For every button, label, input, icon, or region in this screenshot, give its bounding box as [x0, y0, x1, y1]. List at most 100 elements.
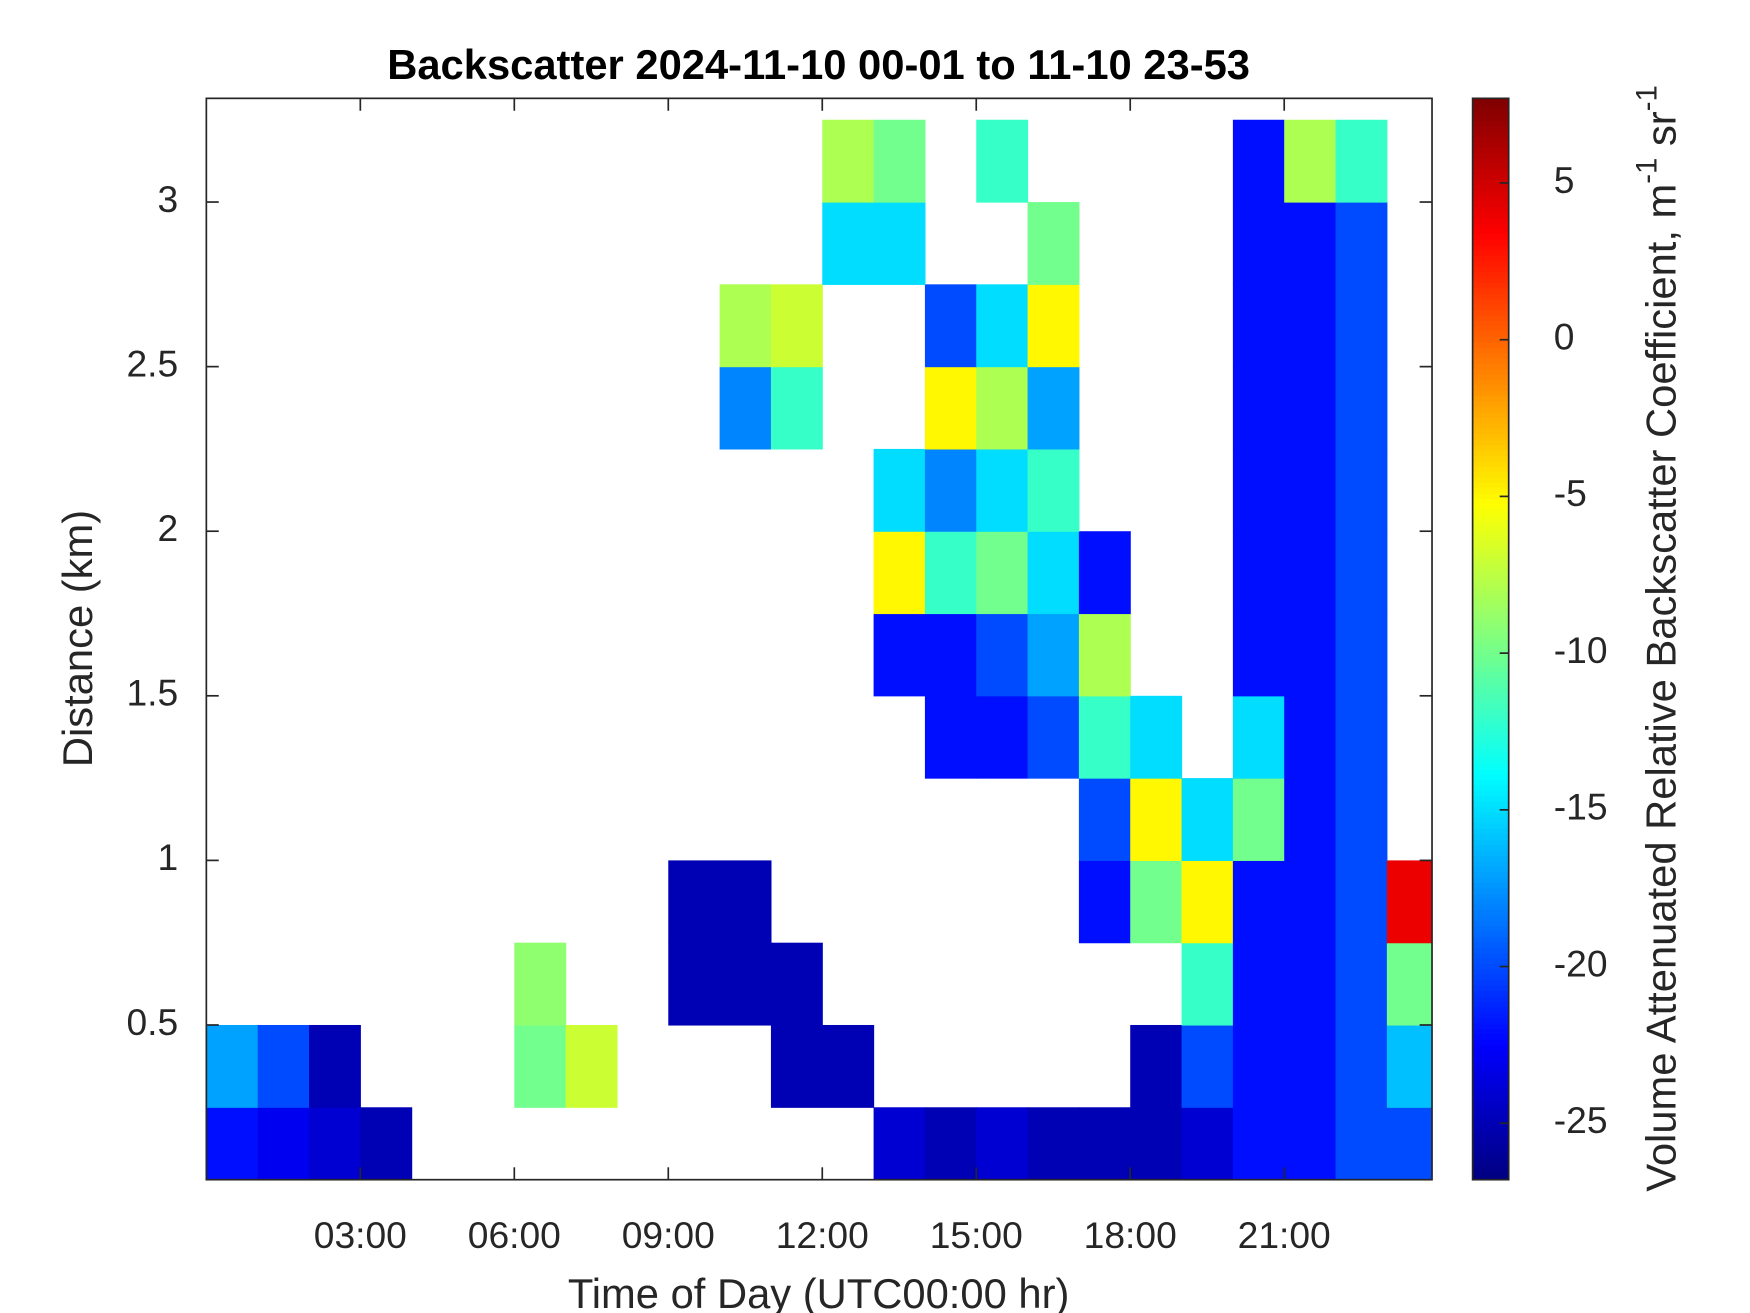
colorbar-swatch [1472, 611, 1509, 619]
colorbar-swatch [1472, 655, 1509, 662]
heatmap-cell [924, 448, 977, 532]
heatmap-cell [924, 366, 977, 450]
heatmap-cell [1386, 860, 1433, 944]
heatmap-cell [770, 366, 823, 450]
colorbar-swatch [1472, 947, 1509, 954]
heatmap-cell [976, 448, 1029, 532]
colorbar-swatch [1472, 390, 1509, 397]
colorbar-swatch [1472, 493, 1509, 500]
colorbar-label: Volume Attenuated Relative Backscatter C… [1630, 85, 1684, 1191]
colorbar-swatch [1472, 590, 1509, 597]
colorbar-swatch [1472, 233, 1509, 240]
colorbar-swatch [1472, 866, 1509, 873]
colorbar-swatch [1472, 979, 1509, 986]
colorbar-swatch [1472, 898, 1509, 905]
heatmap-cell [924, 284, 977, 368]
colorbar-swatch [1472, 812, 1509, 819]
colorbar-swatch [1472, 595, 1509, 602]
colorbar-swatch [1472, 292, 1509, 300]
colorbar-swatch [1472, 952, 1509, 959]
heatmap-cell [1027, 531, 1080, 615]
heatmap-cell [1335, 202, 1388, 285]
heatmap-cell [1335, 284, 1388, 368]
heatmap-cell [1386, 1107, 1433, 1180]
heatmap-cell [770, 284, 823, 368]
heatmap-cell [1232, 119, 1285, 203]
heatmap-cell [308, 1024, 361, 1108]
colorbar-swatch [1472, 855, 1509, 862]
heatmap-cell [1284, 531, 1337, 615]
colorbar-swatch [1472, 817, 1509, 824]
colorbar-swatch [1472, 1006, 1509, 1013]
colorbar-swatch [1472, 698, 1509, 705]
colorbar-swatch [1472, 1109, 1509, 1116]
colorbar-swatch [1472, 1039, 1509, 1046]
colorbar-swatch [1472, 1098, 1509, 1105]
colorbar-swatch [1472, 130, 1509, 137]
heatmap-cell [1232, 778, 1285, 861]
colorbar-swatch [1472, 1055, 1509, 1062]
colorbar-swatch [1472, 660, 1509, 667]
colorbar-label-text: Volume Attenuated Relative Backscatter C… [1637, 184, 1684, 1192]
colorbar-swatch [1472, 557, 1509, 565]
colorbar-swatch [1472, 1174, 1509, 1181]
colorbar-swatch [1472, 795, 1509, 802]
colorbar-swatch [1472, 671, 1509, 678]
x-tick-label: 21:00 [1238, 1214, 1331, 1256]
heatmap-cell [1284, 366, 1337, 450]
heatmap-cell [976, 284, 1029, 368]
colorbar-swatch [1472, 806, 1509, 813]
colorbar-swatch [1472, 730, 1509, 738]
heatmap-cell [873, 531, 926, 615]
colorbar-swatch [1472, 374, 1509, 381]
colorbar-swatch [1472, 298, 1509, 305]
colorbar-swatch [1472, 114, 1509, 121]
colorbar-swatch [1472, 1131, 1509, 1138]
heatmap-cell [873, 119, 926, 203]
heatmap-cell [360, 1107, 413, 1180]
colorbar-tick-label: -25 [1554, 1099, 1608, 1141]
colorbar-swatch [1472, 179, 1509, 186]
heatmap-cell [1386, 942, 1433, 1026]
heatmap-cell [308, 1107, 361, 1180]
colorbar-swatch [1472, 1060, 1509, 1067]
y-tick-label: 2 [157, 507, 178, 549]
heatmap-cell [1130, 778, 1183, 861]
colorbar-swatch [1472, 238, 1509, 246]
colorbar-swatch [1472, 963, 1509, 970]
colorbar-swatch [1472, 985, 1509, 992]
heatmap-cell [1284, 860, 1337, 944]
colorbar-swatch [1472, 184, 1509, 191]
x-tick-label: 06:00 [468, 1214, 561, 1256]
colorbar-swatch [1472, 406, 1509, 413]
colorbar-swatch [1472, 460, 1509, 467]
heatmap-cell [1335, 119, 1388, 203]
colorbar-swatch [1472, 1022, 1509, 1029]
colorbar-swatch [1472, 968, 1509, 975]
colorbar-swatch [1472, 958, 1509, 965]
heatmap-cell [1284, 613, 1337, 697]
colorbar-swatch [1472, 995, 1509, 1002]
heatmap-cell [822, 202, 875, 285]
colorbar-swatch [1472, 747, 1509, 754]
y-tick-label: 1 [157, 836, 178, 878]
colorbar-swatch [1472, 844, 1509, 851]
colorbar-tick-label: -5 [1554, 472, 1587, 514]
heatmap-cell [873, 448, 926, 532]
heatmap-cell [1130, 1107, 1183, 1180]
heatmap-cell [1284, 119, 1337, 203]
colorbar-swatch [1472, 1012, 1509, 1019]
heatmap-cell [1130, 695, 1183, 779]
colorbar-swatch [1472, 449, 1509, 456]
heatmap-cell [1027, 448, 1080, 532]
colorbar-swatch [1472, 395, 1509, 402]
colorbar-swatch [1472, 136, 1509, 143]
colorbar-swatch [1472, 260, 1509, 267]
heatmap-cell [1078, 1107, 1131, 1180]
colorbar-swatch [1472, 930, 1509, 938]
colorbar-swatch [1472, 1104, 1509, 1111]
colorbar-swatch [1472, 974, 1509, 981]
colorbar-swatch [1472, 109, 1509, 116]
colorbar-swatch [1472, 282, 1509, 289]
heatmap-cell [1181, 1107, 1234, 1180]
